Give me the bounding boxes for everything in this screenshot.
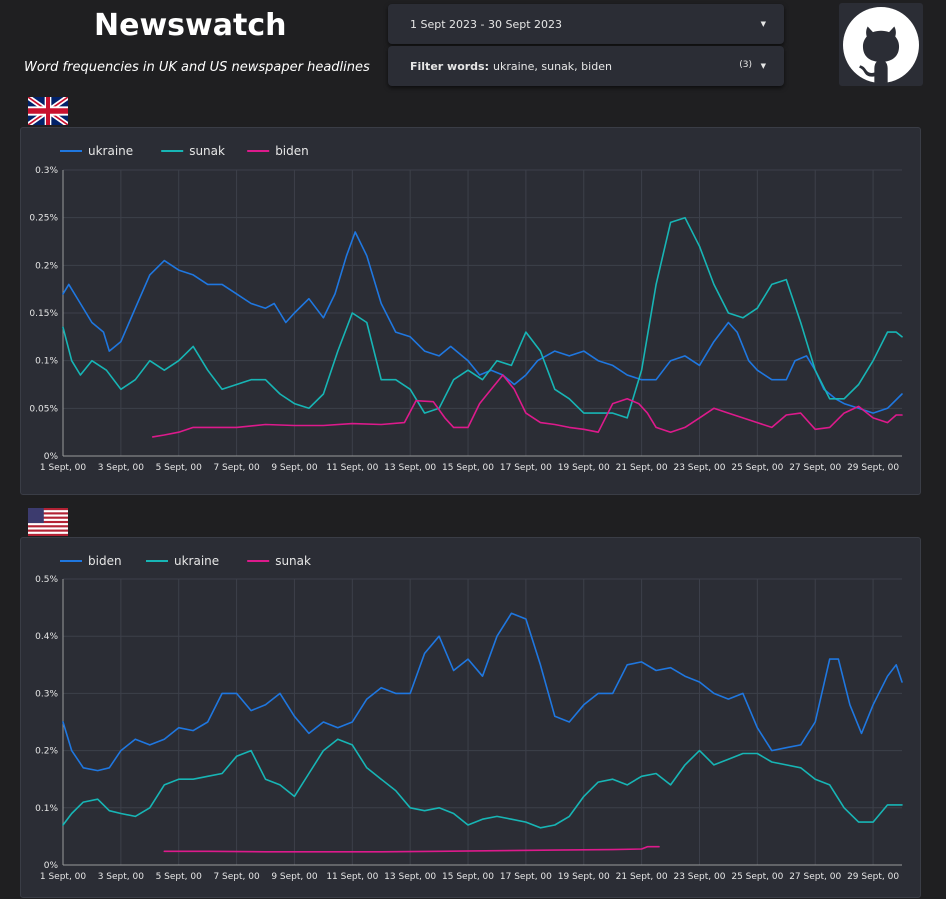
uk-x-tick-label: 3 Sept, 00 bbox=[98, 463, 145, 473]
us-flag-icon bbox=[28, 508, 68, 536]
uk-series-line-sunak bbox=[62, 216, 903, 419]
uk-y-tick-label: 0.25% bbox=[29, 214, 58, 224]
filter-words-dropdown[interactable]: Filter words: ukraine, sunak, biden (3) … bbox=[388, 46, 784, 86]
uk-x-tick-label: 5 Sept, 00 bbox=[156, 463, 203, 473]
uk-x-tick-label: 29 Sept, 00 bbox=[847, 463, 899, 473]
uk-legend-label: sunak bbox=[189, 144, 225, 158]
uk-line-chart: 0% 0.05% 0.1% 0.15% 0.2% 0.25% 0.3% 1 Sept, 00 3… bbox=[29, 144, 903, 473]
uk-x-tick-label: 11 Sept, 00 bbox=[326, 463, 378, 473]
uk-y-tick-label: 0.1% bbox=[35, 357, 58, 367]
date-range-dropdown[interactable]: 1 Sept 2023 - 30 Sept 2023 ▼ bbox=[388, 4, 784, 44]
app-title: Newswatch bbox=[94, 8, 287, 43]
uk-x-tick-label: 7 Sept, 00 bbox=[213, 463, 260, 473]
uk-legend-item-biden[interactable]: biden bbox=[247, 144, 309, 158]
caret-down-icon: ▼ bbox=[760, 20, 766, 28]
us-legend-item-biden[interactable]: biden bbox=[60, 554, 122, 568]
us-y-tick-label: 0.5% bbox=[35, 575, 58, 585]
us-y-tick-label: 0.1% bbox=[35, 804, 58, 814]
uk-y-tick-label: 0% bbox=[44, 452, 59, 462]
us-series-line-ukraine bbox=[62, 738, 903, 829]
uk-x-tick-label: 19 Sept, 00 bbox=[558, 463, 610, 473]
us-x-tick-label: 3 Sept, 00 bbox=[98, 872, 145, 882]
us-x-tick-label: 1 Sept, 00 bbox=[40, 872, 87, 882]
us-x-tick-label: 29 Sept, 00 bbox=[847, 872, 899, 882]
uk-x-tick-label: 27 Sept, 00 bbox=[789, 463, 841, 473]
uk-flag-icon bbox=[28, 97, 68, 125]
uk-y-tick-label: 0.05% bbox=[29, 404, 58, 414]
us-x-tick-label: 19 Sept, 00 bbox=[558, 872, 610, 882]
uk-legend-item-sunak[interactable]: sunak bbox=[161, 144, 225, 158]
us-y-tick-label: 0.3% bbox=[35, 689, 58, 699]
uk-y-tick-label: 0.2% bbox=[35, 261, 58, 271]
us-x-tick-label: 25 Sept, 00 bbox=[731, 872, 783, 882]
uk-legend-label: ukraine bbox=[88, 144, 133, 158]
filter-words-label: Filter words: bbox=[410, 59, 489, 73]
us-x-tick-label: 9 Sept, 00 bbox=[271, 872, 318, 882]
us-legend-label: ukraine bbox=[174, 554, 219, 568]
uk-x-tick-label: 15 Sept, 00 bbox=[442, 463, 494, 473]
uk-legend-label: biden bbox=[275, 144, 309, 158]
us-line-chart: 0% 0.1% 0.2% 0.3% 0.4% 0.5% 1 Sept, 00 3 Sept, … bbox=[35, 554, 903, 882]
uk-legend-item-ukraine[interactable]: ukraine bbox=[60, 144, 133, 158]
uk-series-line-biden bbox=[151, 374, 903, 438]
us-x-tick-label: 17 Sept, 00 bbox=[500, 872, 552, 882]
us-y-tick-label: 0% bbox=[44, 861, 59, 871]
us-x-tick-label: 15 Sept, 00 bbox=[442, 872, 494, 882]
uk-x-tick-label: 13 Sept, 00 bbox=[384, 463, 436, 473]
us-legend-label: biden bbox=[88, 554, 122, 568]
uk-y-tick-label: 0.3% bbox=[35, 166, 58, 176]
uk-y-tick-label: 0.15% bbox=[29, 309, 58, 319]
caret-down-icon: ▼ bbox=[760, 62, 766, 70]
us-y-tick-label: 0.4% bbox=[35, 632, 58, 642]
uk-x-tick-label: 17 Sept, 00 bbox=[500, 463, 552, 473]
github-link[interactable] bbox=[839, 3, 923, 86]
us-x-tick-label: 21 Sept, 00 bbox=[616, 872, 668, 882]
app-subtitle: Word frequencies in UK and US newspaper … bbox=[24, 60, 370, 75]
us-series-line-sunak bbox=[163, 845, 660, 853]
github-icon bbox=[843, 6, 919, 83]
uk-x-tick-label: 25 Sept, 00 bbox=[731, 463, 783, 473]
uk-x-tick-label: 1 Sept, 00 bbox=[40, 463, 87, 473]
uk-series-line-ukraine bbox=[62, 231, 903, 414]
us-x-tick-label: 5 Sept, 00 bbox=[156, 872, 203, 882]
us-x-tick-label: 11 Sept, 00 bbox=[326, 872, 378, 882]
uk-x-tick-label: 9 Sept, 00 bbox=[271, 463, 318, 473]
date-range-value: 1 Sept 2023 - 30 Sept 2023 bbox=[410, 17, 563, 31]
us-y-tick-label: 0.2% bbox=[35, 747, 58, 757]
uk-chart-panel: 0% 0.05% 0.1% 0.15% 0.2% 0.25% 0.3% 1 Sept, 00 3… bbox=[20, 127, 921, 495]
us-x-tick-label: 13 Sept, 00 bbox=[384, 872, 436, 882]
us-chart-panel: 0% 0.1% 0.2% 0.3% 0.4% 0.5% 1 Sept, 00 3 Sept, … bbox=[20, 537, 921, 898]
filter-words-value: ukraine, sunak, biden bbox=[493, 59, 612, 73]
us-x-tick-label: 27 Sept, 00 bbox=[789, 872, 841, 882]
us-legend-label: sunak bbox=[275, 554, 311, 568]
us-legend-item-sunak[interactable]: sunak bbox=[247, 554, 311, 568]
uk-x-tick-label: 23 Sept, 00 bbox=[673, 463, 725, 473]
filter-count-badge: (3) bbox=[739, 60, 752, 70]
us-x-tick-label: 23 Sept, 00 bbox=[673, 872, 725, 882]
us-series-line-biden bbox=[62, 612, 903, 772]
uk-x-tick-label: 21 Sept, 00 bbox=[616, 463, 668, 473]
us-legend-item-ukraine[interactable]: ukraine bbox=[146, 554, 219, 568]
us-x-tick-label: 7 Sept, 00 bbox=[213, 872, 260, 882]
